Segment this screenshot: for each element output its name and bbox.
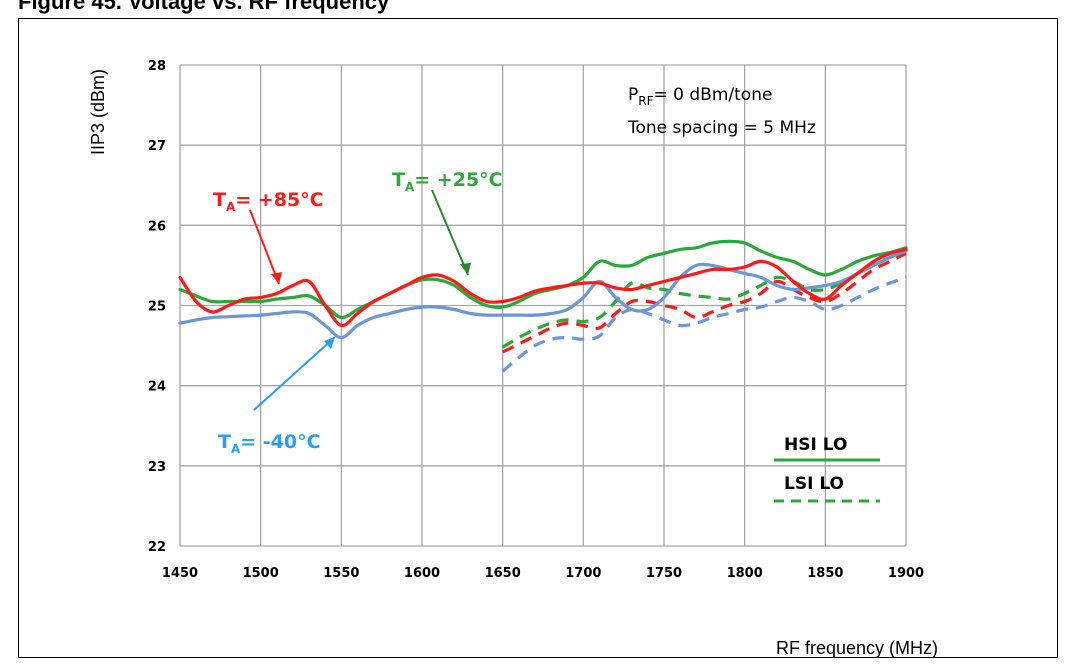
label-t85-sub: A <box>226 200 236 214</box>
x-tick-labels: 1450 1500 1550 1600 1650 1700 1750 1800 1850 1900 <box>162 566 924 581</box>
arrow-tm40 <box>253 336 336 411</box>
legend-solid-label: HSI LO <box>784 435 847 455</box>
figure-caption-text: Figure 45. Voltage vs. RF frequency <box>18 0 390 14</box>
x-tick-label-0: 1450 <box>162 566 198 581</box>
y-tick-label-4: 26 <box>148 219 166 234</box>
x-tick-label-7: 1800 <box>727 566 763 581</box>
figure-caption: Figure 45. Voltage vs. RF frequency <box>0 0 1080 18</box>
label-t25-rest: = +25°C <box>414 169 502 191</box>
x-tick-label-2: 1550 <box>323 566 359 581</box>
arrow-t25 <box>431 189 471 276</box>
y-tick-label-1: 23 <box>148 460 166 475</box>
x-tick-label-6: 1750 <box>646 566 682 581</box>
x-tick-label-9: 1900 <box>888 566 924 581</box>
series-line-t25-hsi <box>178 239 908 320</box>
series-line-t85-hsi <box>178 247 908 328</box>
x-axis-title: RF frequency (MHz) <box>776 638 938 658</box>
label-t25: TA= +25°C <box>392 169 503 194</box>
series-line-tm40-hsi <box>178 249 908 340</box>
condition-p: P <box>628 85 638 105</box>
y-axis-title: IIP3 (dBm) <box>88 69 108 155</box>
x-tick-label-4: 1650 <box>485 566 521 581</box>
y-tick-labels: 22 23 24 25 26 27 28 <box>148 59 166 555</box>
figure-frame <box>18 18 1058 658</box>
y-tick-label-5: 27 <box>148 139 166 154</box>
label-t25-main: T <box>392 169 405 191</box>
x-tick-label-3: 1600 <box>404 566 440 581</box>
label-tm40-sub: A <box>231 442 241 456</box>
condition-rest: = 0 dBm/tone <box>654 85 773 105</box>
condition-line-2: Tone spacing = 5 MHz <box>627 118 816 138</box>
series-lines <box>178 239 908 373</box>
series-line-tm40-lsi <box>501 275 907 373</box>
legend-dashed-label: LSI LO <box>784 474 844 494</box>
series-line-t25-lsi <box>501 247 907 349</box>
label-t25-sub: A <box>405 180 415 194</box>
condition-p-sub: RF <box>638 94 653 108</box>
label-t85: TA= +85°C <box>213 189 324 214</box>
label-tm40-main: T <box>218 431 231 453</box>
label-tm40: TA= -40°C <box>218 431 321 456</box>
label-t85-main: T <box>213 189 226 211</box>
x-tick-label-1: 1500 <box>243 566 279 581</box>
arrow-t85 <box>249 209 282 285</box>
y-tick-label-0: 22 <box>148 540 166 555</box>
label-tm40-rest: = -40°C <box>240 431 320 453</box>
y-tick-label-3: 25 <box>148 300 166 315</box>
series-line-t85-lsi <box>502 251 907 354</box>
y-tick-label-2: 24 <box>148 380 166 395</box>
x-tick-label-5: 1700 <box>565 566 601 581</box>
x-tick-label-8: 1850 <box>807 566 843 581</box>
condition-line-1: PRF= 0 dBm/tone <box>628 85 772 108</box>
y-tick-label-6: 28 <box>148 59 166 74</box>
label-t85-rest: = +85°C <box>235 189 323 211</box>
legend: HSI LO LSI LO <box>774 435 880 503</box>
